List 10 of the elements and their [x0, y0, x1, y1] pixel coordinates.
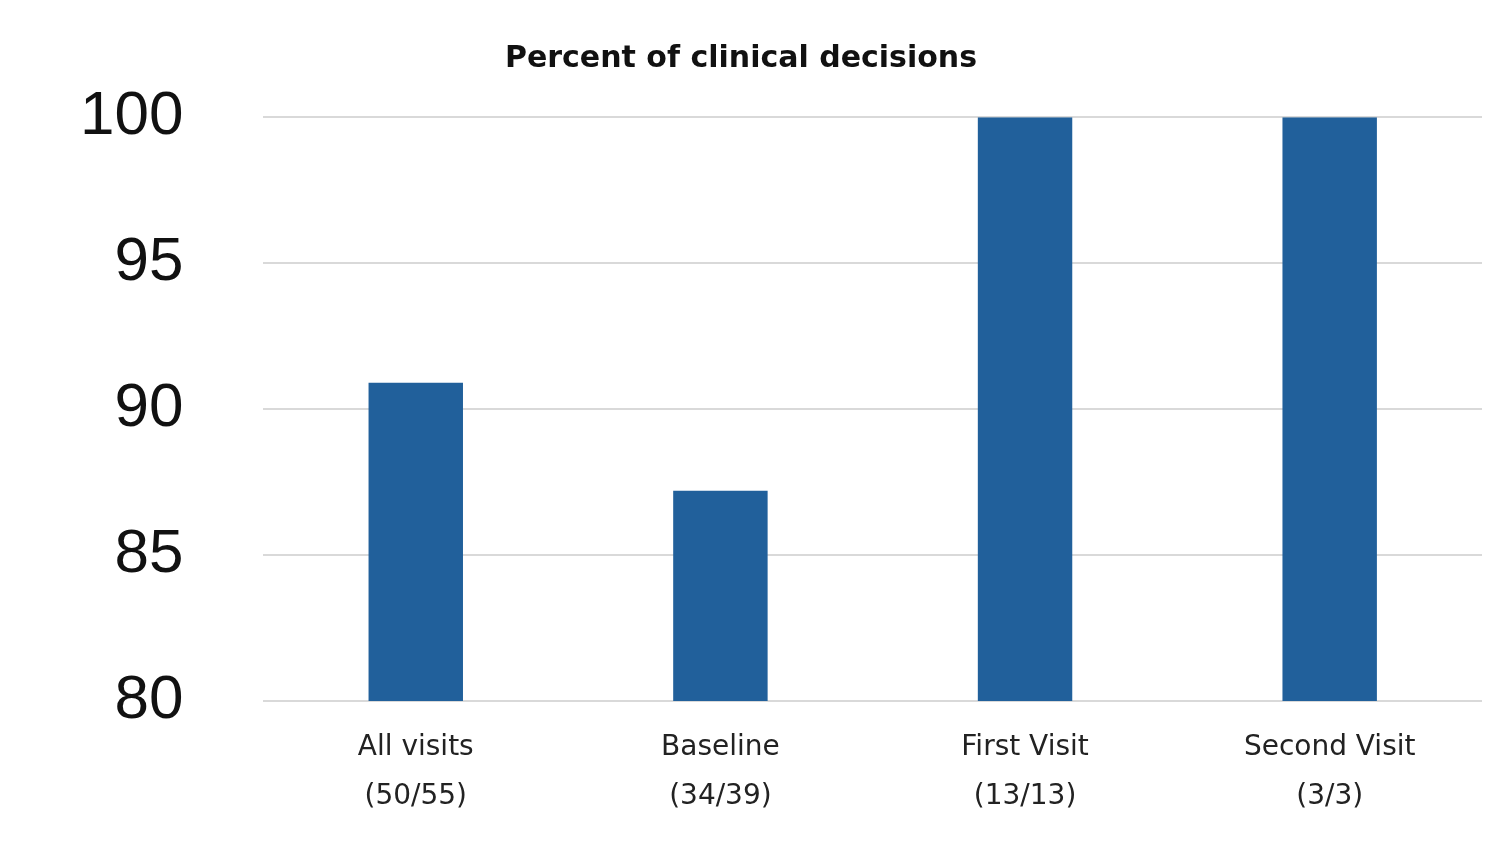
y-tick-label: 90: [114, 370, 184, 440]
y-tick-label: 80: [114, 662, 184, 732]
y-tick-label: 95: [114, 224, 184, 294]
x-tick-label: Second Visit (3/3): [1243, 728, 1416, 811]
chart-title: Percent of clinical decisions: [504, 39, 978, 74]
y-tick-label: 85: [114, 516, 184, 586]
x-tick-label: Baseline (34/39): [661, 728, 780, 811]
y-tick-label: 100: [79, 78, 184, 148]
x-tick-label: First Visit (13/13): [961, 728, 1089, 811]
x-tick-label: All visits (50/55): [357, 728, 474, 811]
